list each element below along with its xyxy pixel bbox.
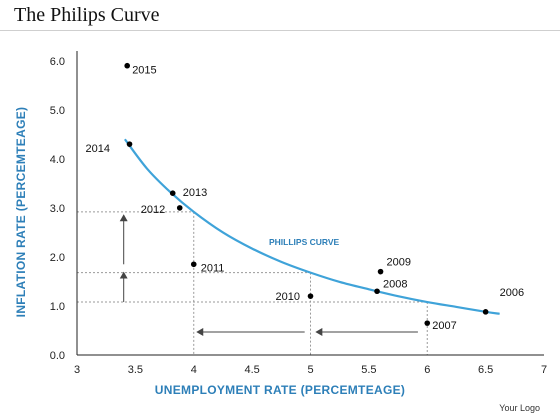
y-tick-label: 5.0 (50, 105, 65, 117)
data-point (126, 141, 133, 147)
point-label: 2014 (86, 143, 110, 155)
data-point (190, 261, 197, 268)
axes: 3 3.5 4 4.5 5 5.5 6 6.5 7 0.0 1.0 2.0 3.0 4.0 5.0 6.0 (50, 51, 547, 376)
data-point (374, 288, 380, 295)
data-point (307, 293, 314, 299)
data-point (377, 268, 384, 275)
x-axis-title: UNEMPLOYMENT RATE (PERCEMTEAGE) (155, 383, 405, 397)
y-tick-label: 4.0 (50, 154, 65, 166)
curve-layer: PHILLIPS CURVE (123, 138, 500, 315)
point-label: 2009 (387, 257, 411, 269)
x-tick-label: 6 (424, 364, 430, 376)
y-tick-label: 2.0 (50, 252, 65, 264)
y-tick-label: 1.0 (50, 301, 65, 313)
x-tick-label: 5 (307, 364, 313, 376)
curve-label: PHILLIPS CURVE (269, 237, 340, 247)
point-label: 2013 (183, 187, 207, 199)
data-point (169, 190, 176, 196)
header-divider (0, 30, 560, 31)
page-title: The Philips Curve (14, 4, 160, 26)
point-label: 2011 (201, 262, 225, 274)
x-tick-label: 4.5 (244, 364, 259, 376)
data-point (124, 62, 131, 69)
data-point (424, 320, 431, 326)
point-label: 2007 (432, 320, 456, 332)
phillips-curve-line (123, 138, 500, 315)
x-tick-label: 3 (74, 364, 80, 376)
point-label: 2012 (141, 204, 165, 216)
guide-lines (77, 211, 428, 355)
x-tick-label: 5.5 (361, 364, 376, 376)
data-point (482, 309, 489, 315)
data-point (176, 205, 183, 211)
y-tick-label: 0.0 (50, 350, 65, 362)
x-tick-label: 3.5 (128, 364, 143, 376)
point-label: 2015 (132, 65, 156, 77)
point-label: 2008 (383, 278, 407, 290)
x-tick-label: 6.5 (478, 364, 493, 376)
point-label: 2006 (500, 287, 524, 299)
y-axis-title: INFLATION RATE (PERCEMTEAGE) (14, 107, 28, 318)
x-tick-label: 7 (541, 364, 547, 376)
footer-logo-text: Your Logo (499, 403, 540, 413)
y-tick-label: 6.0 (50, 56, 65, 68)
x-tick-label: 4 (191, 364, 197, 376)
data-points: 2015 2014 2013 2012 2011 2010 2009 2008 2007 2006 (86, 62, 524, 332)
point-label: 2010 (276, 291, 300, 303)
arrows (119, 214, 418, 336)
y-tick-label: 3.0 (50, 203, 65, 215)
